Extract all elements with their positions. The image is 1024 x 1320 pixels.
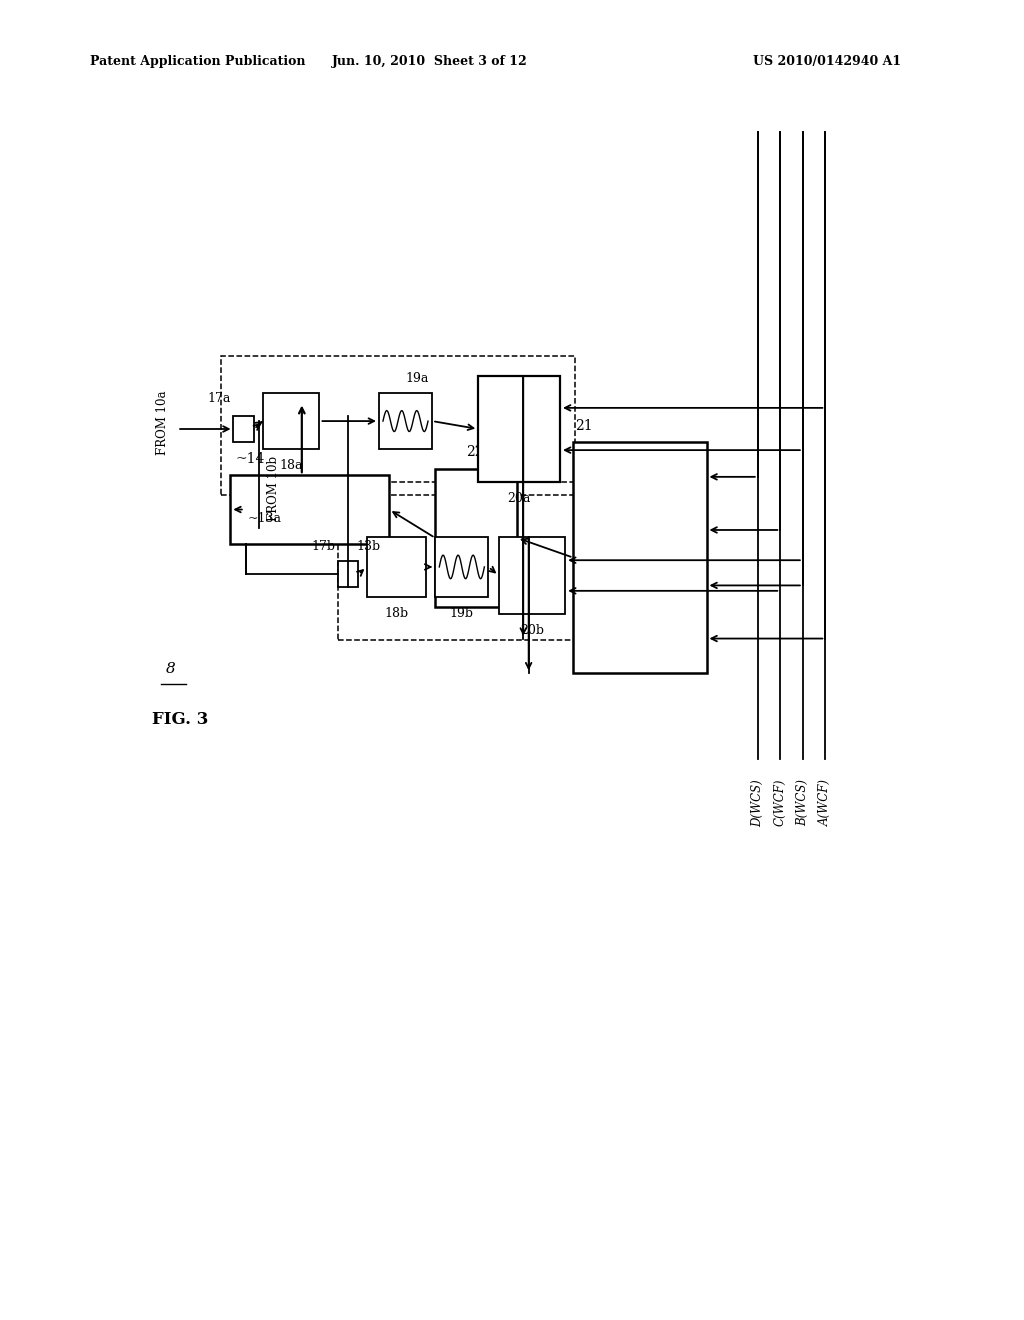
Text: D(WCS): D(WCS) bbox=[752, 779, 764, 826]
Text: Patent Application Publication: Patent Application Publication bbox=[90, 55, 305, 67]
Bar bbox=[379, 393, 432, 449]
Bar bbox=[221, 356, 575, 495]
Text: 17a: 17a bbox=[207, 392, 230, 405]
Bar bbox=[499, 537, 565, 614]
Text: 19a: 19a bbox=[406, 372, 429, 385]
Text: 20b: 20b bbox=[520, 624, 544, 638]
Bar bbox=[435, 537, 488, 597]
Text: Jun. 10, 2010  Sheet 3 of 12: Jun. 10, 2010 Sheet 3 of 12 bbox=[332, 55, 528, 67]
Bar bbox=[338, 482, 584, 640]
Text: 18b: 18b bbox=[384, 607, 409, 620]
Bar bbox=[435, 469, 517, 607]
Bar bbox=[367, 537, 426, 597]
Text: A(WCF): A(WCF) bbox=[819, 779, 831, 826]
Text: 8: 8 bbox=[166, 663, 176, 676]
Bar bbox=[573, 442, 707, 673]
Text: ~13a: ~13a bbox=[248, 512, 282, 525]
Text: 20a: 20a bbox=[508, 492, 530, 506]
Bar bbox=[230, 475, 389, 544]
Text: C(WCF): C(WCF) bbox=[774, 779, 786, 826]
Text: ~14: ~14 bbox=[236, 451, 265, 466]
Text: 19b: 19b bbox=[450, 607, 474, 620]
Text: FROM 10a: FROM 10a bbox=[156, 391, 169, 454]
Text: US 2010/0142940 A1: US 2010/0142940 A1 bbox=[753, 55, 901, 67]
Bar bbox=[233, 416, 254, 442]
Text: 21: 21 bbox=[575, 418, 593, 433]
Bar bbox=[263, 393, 319, 449]
Text: B(WCS): B(WCS) bbox=[797, 779, 809, 826]
Text: FIG. 3: FIG. 3 bbox=[152, 711, 208, 727]
Bar bbox=[478, 376, 560, 482]
Bar bbox=[338, 561, 358, 587]
Text: 18a: 18a bbox=[280, 459, 303, 473]
Text: 13b: 13b bbox=[356, 540, 381, 553]
Text: FROM 10b: FROM 10b bbox=[267, 455, 281, 520]
Text: 22: 22 bbox=[466, 445, 483, 459]
Text: 17b: 17b bbox=[312, 540, 336, 553]
